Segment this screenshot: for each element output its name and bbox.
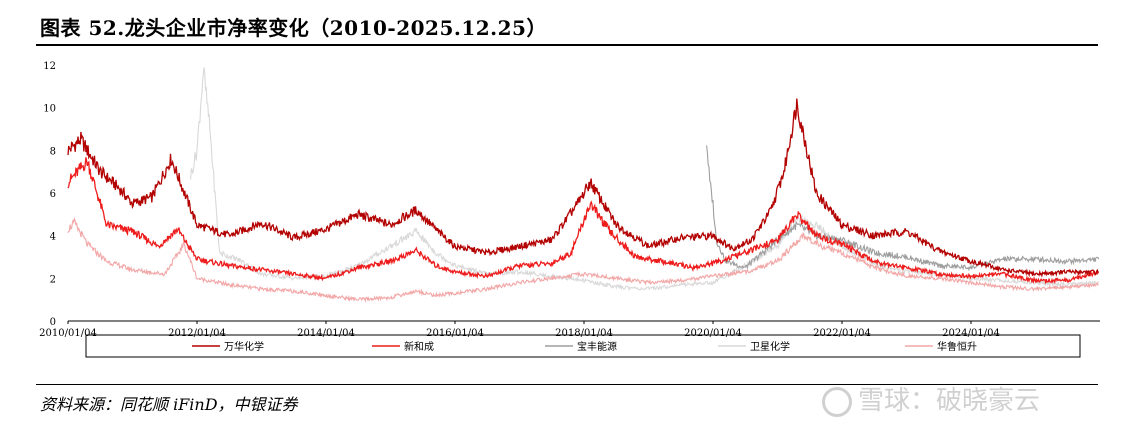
legend-label-2: 宝丰能源	[577, 340, 617, 353]
x-tick-label: 2016/01/04	[426, 328, 484, 339]
y-tick-label: 12	[43, 61, 56, 72]
source-note: 资料来源：同花顺 iFinD，中银证券	[40, 395, 298, 414]
chart-title: 图表 52.龙头企业市净率变化（2010-2025.12.25）	[40, 16, 547, 40]
chart-axes: 0 2 4 6 8 10 12 2010/01/04 2012/01/04 2014/01/04 2…	[39, 61, 1100, 339]
series-line-1	[67, 157, 1100, 285]
chart-legend: 万华化学 新和成 宝丰能源 卫星化学 华鲁恒升	[85, 334, 1081, 358]
chart-series	[67, 67, 1100, 303]
y-tick-label: 4	[50, 232, 56, 243]
legend-label-1: 新和成	[404, 340, 434, 353]
x-tick-label: 2020/01/04	[684, 328, 742, 339]
snowball-logo-icon	[822, 386, 852, 417]
legend-label-0: 万华化学	[224, 340, 264, 353]
y-tick-label: 0	[50, 317, 56, 328]
series-line-4	[67, 216, 1099, 303]
y-tick-label: 10	[43, 104, 56, 115]
x-tick-label: 2014/01/04	[297, 328, 355, 339]
watermark: 雪球：破晓豪云	[822, 380, 1040, 417]
series-line-0	[67, 98, 1099, 278]
x-tick-label: 2024/01/04	[942, 328, 1000, 339]
series-line-2	[706, 145, 1100, 272]
watermark-text: 雪球：破晓豪云	[858, 386, 1041, 416]
x-tick-label: 2010/01/04	[39, 328, 97, 339]
source-rule	[36, 384, 1098, 385]
chart-canvas: 0 2 4 6 8 10 12 2010/01/04 2012/01/04 2014/01/04 2…	[39, 61, 1100, 358]
legend-label-3: 卫星化学	[750, 340, 790, 353]
x-tick-label: 2022/01/04	[813, 328, 871, 339]
title-rule	[36, 44, 1098, 46]
legend-box	[85, 334, 1081, 358]
legend-label-4: 华鲁恒升	[937, 340, 977, 353]
y-tick-label: 2	[50, 274, 56, 285]
y-tick-label: 8	[50, 146, 56, 157]
y-tick-label: 6	[50, 189, 56, 200]
x-tick-label: 2012/01/04	[168, 328, 226, 339]
x-tick-label: 2018/01/04	[555, 328, 613, 339]
series-line-3	[190, 67, 1100, 292]
